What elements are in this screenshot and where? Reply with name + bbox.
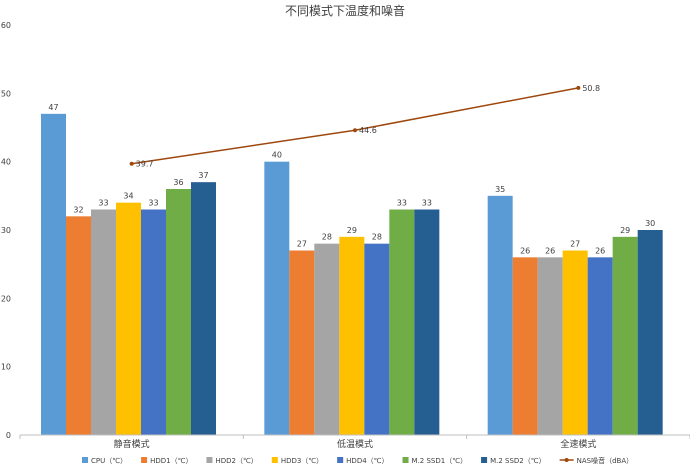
bar (264, 161, 290, 435)
bar (612, 236, 638, 435)
noise-point (129, 161, 134, 166)
legend-line-marker (564, 458, 569, 462)
bar (414, 209, 440, 435)
bar (637, 230, 663, 435)
bar-value-label: 26 (545, 246, 555, 255)
bar (41, 113, 66, 435)
noise-point (353, 128, 357, 133)
legend-label: HDD3（℃） (281, 457, 323, 465)
bar-group (41, 113, 663, 435)
noise-value-label: 39.7 (136, 160, 154, 169)
legend-label: HDD1（℃） (150, 457, 192, 465)
x-tick-label: 全速模式 (560, 438, 596, 450)
bar-value-label: 35 (495, 185, 505, 194)
bar-value-label: 32 (73, 205, 83, 214)
bar (314, 243, 340, 435)
bar-value-label: 36 (173, 178, 183, 187)
bar-value-label: 47 (48, 103, 58, 112)
bar (562, 250, 588, 435)
legend-label: HDD4（℃） (346, 457, 388, 465)
noise-point (576, 85, 581, 90)
y-tick-label: 40 (1, 158, 11, 167)
bar (487, 195, 513, 435)
bar (339, 236, 365, 435)
y-tick-label: 60 (1, 21, 11, 30)
legend-label: NAS噪音（dBA） (577, 456, 634, 465)
bar (364, 243, 390, 435)
bar-value-label: 26 (595, 246, 605, 255)
bar (191, 182, 216, 435)
bar (141, 209, 166, 435)
noise-line (131, 87, 579, 165)
bar-value-label: 29 (620, 226, 630, 235)
legend-swatch (271, 457, 278, 463)
legend-label: M.2 SSD2（℃） (490, 457, 546, 465)
y-axis: 0 10 20 30 40 50 60 (1, 21, 11, 440)
bar (587, 257, 613, 435)
legend-swatch (206, 457, 213, 463)
bar (512, 257, 538, 435)
bar-value-label: 33 (397, 199, 407, 208)
bar-value-label: 28 (372, 233, 382, 242)
bar-value-label: 33 (422, 199, 432, 208)
y-tick-label: 10 (1, 363, 11, 372)
bar (389, 209, 415, 435)
bar-value-label: 34 (123, 192, 133, 201)
legend-swatch (141, 457, 148, 463)
legend-label: M.2 SSD1（℃） (412, 457, 468, 465)
chart-title: 不同模式下温度和噪音 (285, 3, 405, 18)
y-tick-label: 20 (1, 294, 11, 303)
bar-value-label: 27 (297, 240, 307, 249)
bar (537, 257, 563, 435)
bar-value-label: 30 (645, 219, 655, 228)
bar-label-group: 47 32 33 34 33 36 37 40 27 28 29 28 33 33 35 26 26 27 26 29… (48, 103, 655, 255)
noise-value-label: 44.6 (359, 126, 377, 135)
bar-value-label: 40 (272, 151, 282, 160)
bar-value-label: 33 (148, 199, 158, 208)
bar-value-label: 27 (570, 240, 580, 249)
x-tick-label: 静音模式 (114, 438, 150, 450)
bar (66, 216, 91, 435)
bar (116, 202, 141, 435)
bar-value-label: 28 (322, 233, 332, 242)
bar (289, 250, 315, 435)
line-layer: 39.7 44.6 50.8 (129, 84, 600, 169)
x-axis: 静音模式 低温模式 全速模式 (19, 434, 690, 450)
x-tick-label: 低温模式 (337, 438, 373, 450)
y-tick-label: 50 (1, 89, 11, 98)
bar-value-label: 37 (198, 171, 208, 180)
y-tick-label: 0 (6, 431, 11, 440)
legend: CPU（℃） HDD1（℃） HDD2（℃） HDD3（℃） HDD4（℃） M.2 SS… (82, 456, 633, 465)
bar (166, 189, 191, 435)
legend-swatch (402, 457, 409, 463)
legend-swatch (82, 457, 88, 463)
noise-value-label: 50.8 (582, 84, 600, 93)
bar-value-label: 29 (347, 226, 357, 235)
legend-swatch (337, 457, 344, 463)
legend-label: CPU（℃） (91, 457, 127, 465)
bar-value-label: 26 (520, 246, 530, 255)
legend-label: HDD2（℃） (215, 457, 257, 465)
bar (91, 209, 116, 435)
y-tick-label: 30 (1, 226, 11, 235)
bar-value-label: 33 (98, 199, 108, 208)
legend-swatch (481, 457, 488, 463)
